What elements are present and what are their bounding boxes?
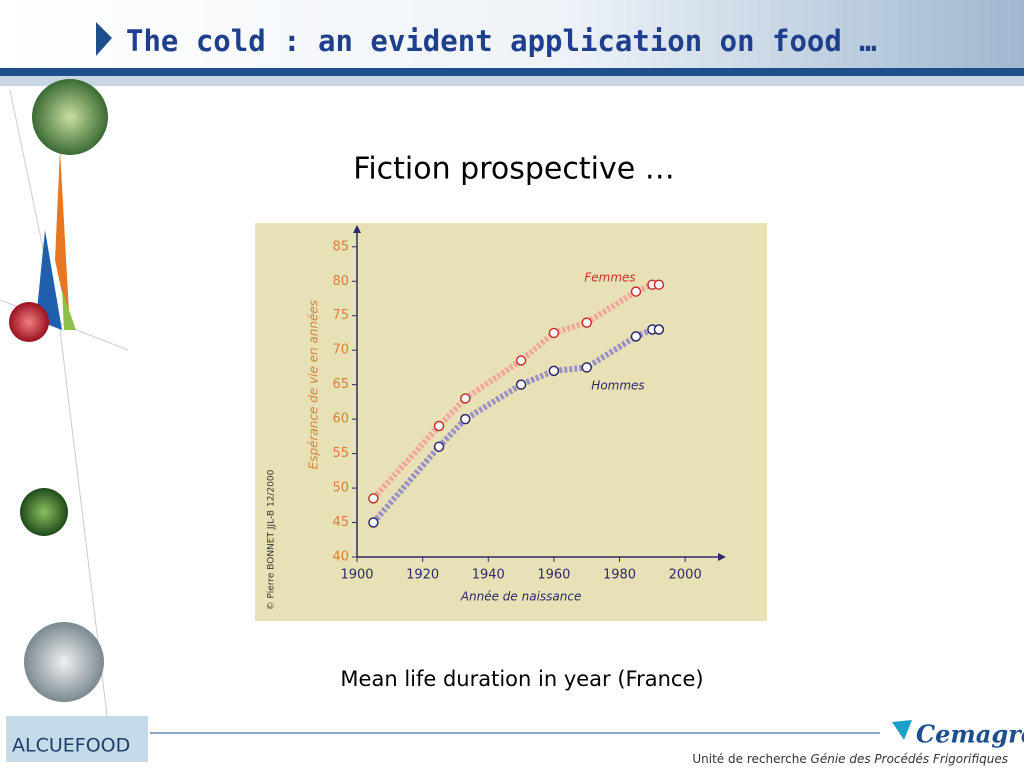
header-band <box>0 0 1024 72</box>
data-point <box>630 331 642 342</box>
deco-shape <box>55 150 70 330</box>
logo-mark <box>892 720 912 740</box>
y-tick-label: 55 <box>332 446 349 461</box>
caption: Mean life duration in year (France) <box>340 667 703 691</box>
series-name: Hommes <box>591 379 644 393</box>
footer-text: Unité de recherche Génie des Procédés Fr… <box>692 752 1008 766</box>
deco-photo <box>24 622 104 702</box>
x-tick-label: 1900 <box>340 568 373 583</box>
x-tick-label: 2000 <box>669 568 702 583</box>
y-tick-label: 45 <box>332 515 349 530</box>
data-point <box>548 365 560 377</box>
deco-shape <box>36 230 62 330</box>
deco-photo <box>32 79 108 155</box>
deco-line <box>9 89 111 741</box>
data-point <box>653 279 665 290</box>
deco-shape <box>62 290 76 330</box>
x-tick-label: 1960 <box>537 568 570 583</box>
data-point <box>581 317 592 328</box>
deco-photo <box>9 302 49 342</box>
y-tick-label: 60 <box>332 412 349 427</box>
data-point <box>368 493 379 504</box>
footer-name: Génie des Procédés Frigorifiques <box>811 752 1008 766</box>
data-point <box>653 324 665 335</box>
series-line <box>371 326 659 525</box>
title-arrow <box>96 22 112 56</box>
header-shadow <box>0 76 1024 86</box>
data-point <box>433 441 445 452</box>
data-point <box>433 420 445 432</box>
data-point <box>515 379 527 390</box>
footer-unit: Unité de recherche <box>692 752 806 766</box>
deco-photo <box>20 488 68 536</box>
data-point <box>630 286 642 297</box>
y-axis-arrow <box>353 225 361 233</box>
y-tick-label: 80 <box>332 274 349 289</box>
header-rule <box>0 68 1024 76</box>
x-tick-label: 1980 <box>603 568 636 583</box>
data-point <box>460 413 471 425</box>
data-point <box>515 355 527 366</box>
data-point <box>548 327 560 339</box>
x-axis-arrow <box>718 553 726 561</box>
data-point <box>460 393 471 404</box>
logo-right: Cemagref <box>916 720 1024 749</box>
y-tick-label: 70 <box>332 343 349 358</box>
x-tick-label: 1940 <box>472 568 505 583</box>
subtitle: Fiction prospective … <box>353 152 674 187</box>
y-tick-label: 50 <box>332 481 349 496</box>
credit: © Pierre BONNET JJL-B 12/2000 <box>267 469 277 610</box>
y-tick-label: 85 <box>332 239 349 254</box>
x-axis-label: Année de naissance <box>460 590 582 604</box>
y-axis-label: Espérance de vie en années <box>307 300 321 469</box>
x-tick-label: 1920 <box>406 568 439 583</box>
data-point <box>581 362 592 373</box>
chart: 40 45 50 55 60 65 70 75 80 85 1900 1920 1940 1960 1980… <box>267 225 726 610</box>
data-point <box>368 517 379 528</box>
y-tick-label: 40 <box>332 550 349 565</box>
chart-panel <box>255 223 767 621</box>
logo-left: ALCUEFOOD <box>12 735 130 757</box>
series-name: Femmes <box>584 271 635 285</box>
y-tick-label: 75 <box>332 308 349 323</box>
slide-title: The cold : an evident application on foo… <box>126 24 877 58</box>
logo-box <box>6 716 148 762</box>
y-tick-label: 65 <box>332 377 349 392</box>
